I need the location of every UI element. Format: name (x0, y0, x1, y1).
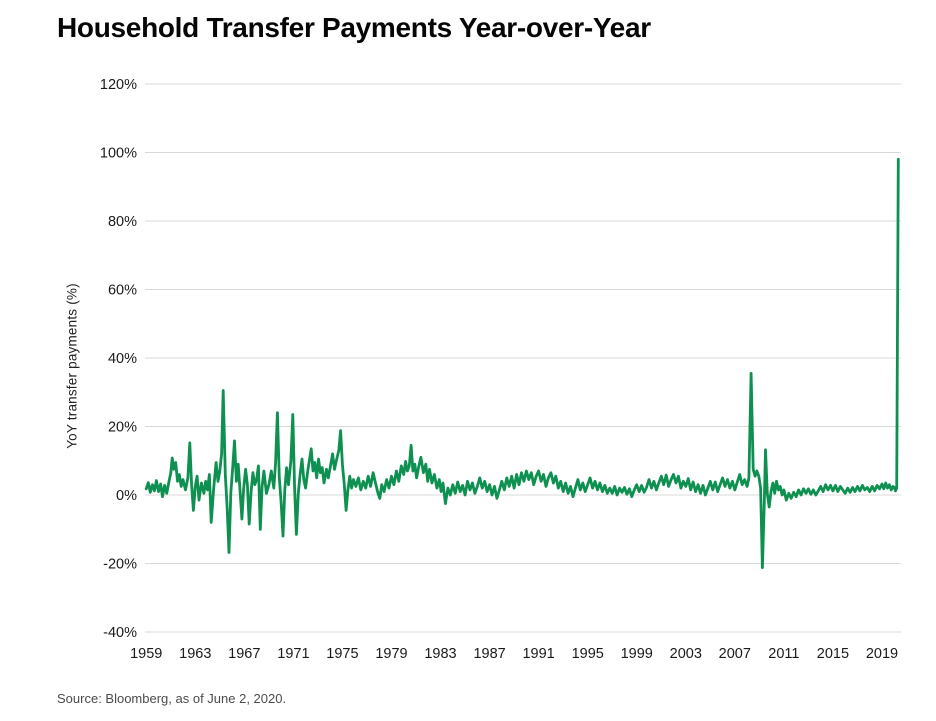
y-tick-label: 80% (108, 214, 137, 230)
y-tick-label: 40% (108, 351, 137, 367)
x-tick-label: 1963 (179, 646, 211, 662)
x-tick-label: 2007 (719, 646, 751, 662)
x-tick-label: 1971 (277, 646, 309, 662)
y-tick-label: -40% (103, 625, 137, 641)
x-tick-label: 2019 (866, 646, 898, 662)
y-tick-label: 60% (108, 283, 137, 299)
y-tick-label: 100% (100, 146, 137, 162)
x-tick-label: 2003 (670, 646, 702, 662)
x-tick-label: 1967 (228, 646, 260, 662)
x-tick-label: 1959 (130, 646, 162, 662)
x-tick-label: 1979 (375, 646, 407, 662)
x-tick-label: 1975 (326, 646, 358, 662)
y-tick-label: 20% (108, 420, 137, 436)
x-tick-label: 1991 (522, 646, 554, 662)
source-note: Source: Bloomberg, as of June 2, 2020. (57, 691, 287, 706)
x-tick-label: 2015 (817, 646, 849, 662)
x-tick-label: 1999 (621, 646, 653, 662)
x-tick-label: 2011 (768, 646, 799, 662)
y-tick-label: 120% (100, 77, 137, 93)
x-tick-label: 1995 (572, 646, 604, 662)
x-tick-label: 1987 (473, 646, 505, 662)
page-title: Household Transfer Payments Year-over-Ye… (57, 12, 651, 43)
y-axis-title: YoY transfer payments (%) (64, 283, 80, 449)
data-line (144, 157, 900, 569)
y-tick-label: 0% (116, 488, 137, 504)
y-tick-label: -20% (103, 557, 137, 573)
x-tick-label: 1983 (424, 646, 456, 662)
